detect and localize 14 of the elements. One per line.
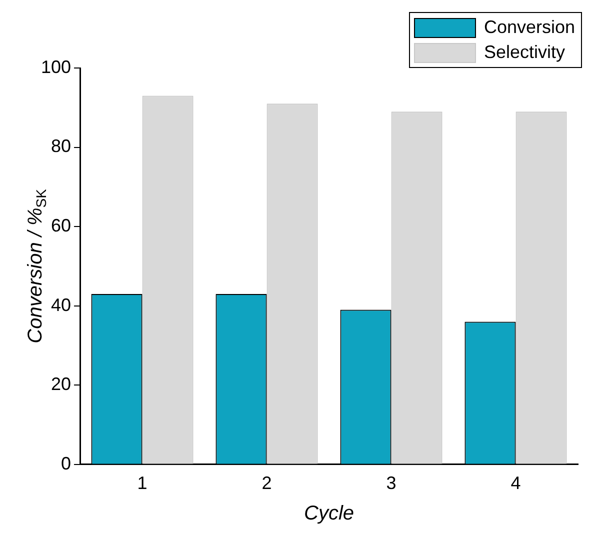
y-tick-label: 20 xyxy=(51,374,72,394)
y-tick-label: 80 xyxy=(51,136,72,156)
y-tick-label: 100 xyxy=(40,56,72,77)
legend-label: Conversion xyxy=(484,17,575,38)
x-tick-label: 3 xyxy=(386,473,396,494)
y-tick-label: 60 xyxy=(51,216,72,236)
y-tick-label: 40 xyxy=(51,294,72,315)
legend-label: Selectivity xyxy=(484,42,565,63)
x-tick-label: 2 xyxy=(262,473,272,494)
x-tick-label: 1 xyxy=(137,473,148,494)
x-axis-title: Cycle xyxy=(304,502,354,525)
y-tick-label: 0 xyxy=(61,453,72,474)
y-axis-title: Conversion / %SK xyxy=(24,188,49,344)
x-tick-label: 4 xyxy=(510,473,521,494)
